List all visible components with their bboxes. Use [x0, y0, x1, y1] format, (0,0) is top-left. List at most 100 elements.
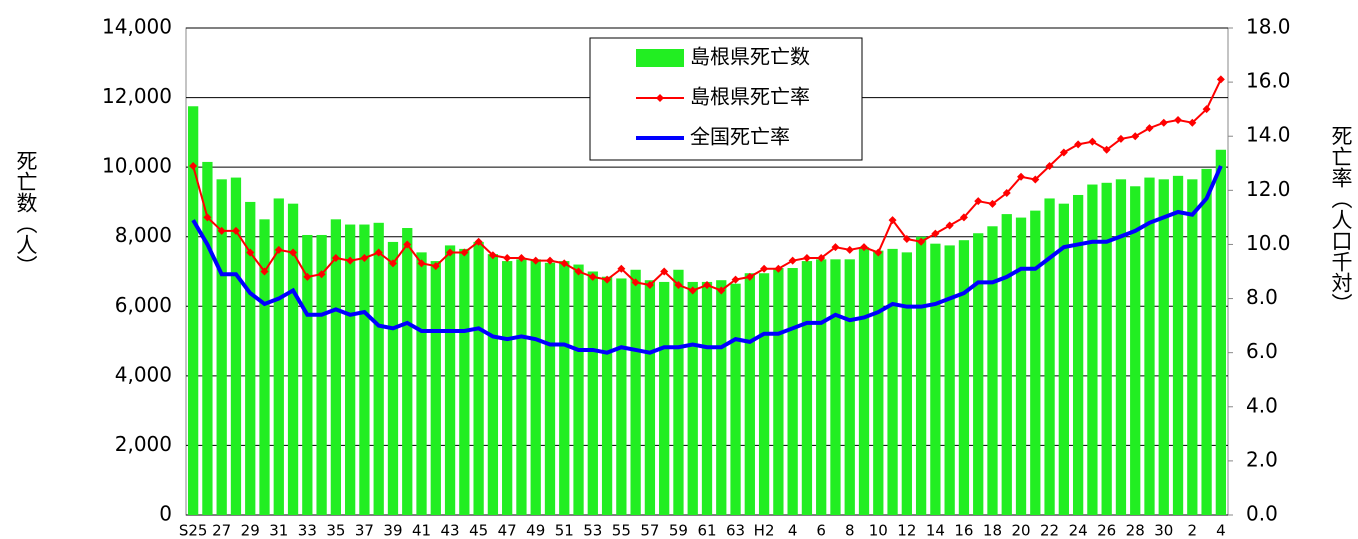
x-tick-label: 33 — [298, 522, 317, 539]
marker — [645, 281, 654, 290]
x-tick-label: 16 — [954, 522, 973, 539]
y2-tick-label: 6.0 — [1246, 339, 1278, 363]
bar — [473, 241, 484, 516]
y-tick-label: 6,000 — [115, 293, 172, 317]
bar — [616, 278, 627, 515]
bar — [587, 271, 598, 515]
marker — [1131, 132, 1140, 141]
marker — [1116, 134, 1125, 143]
marker — [988, 199, 997, 208]
bar — [187, 106, 199, 516]
marker — [460, 248, 469, 257]
bar — [830, 259, 841, 515]
bar — [1072, 194, 1084, 515]
marker — [617, 264, 626, 273]
marker — [1188, 118, 1197, 127]
marker — [1002, 189, 1011, 198]
y2-tick-label: 14.0 — [1246, 123, 1291, 147]
marker — [1145, 124, 1154, 133]
x-tick-label: 14 — [926, 522, 945, 539]
bar — [402, 228, 413, 515]
marker — [488, 251, 497, 260]
y-tick-label: 0 — [159, 502, 172, 526]
bar — [1001, 214, 1012, 515]
y-tick-label: 12,000 — [102, 84, 172, 108]
marker — [660, 267, 669, 276]
bar — [1144, 177, 1155, 516]
y-tick-label: 10,000 — [102, 154, 172, 178]
x-tick-label: 51 — [555, 522, 574, 539]
x-tick-label: 30 — [1154, 522, 1173, 539]
bar — [687, 281, 698, 515]
marker — [260, 267, 269, 276]
y2-tick-label: 4.0 — [1246, 393, 1278, 417]
x-tick-label: 6 — [816, 522, 826, 539]
x-tick-label: 26 — [1097, 522, 1116, 539]
y2-tick-label: 0.0 — [1246, 502, 1278, 526]
bar — [559, 261, 570, 515]
bar — [987, 226, 998, 515]
bar — [1201, 168, 1212, 515]
marker — [588, 272, 597, 281]
marker — [503, 253, 512, 262]
x-tick-label: 2 — [1188, 522, 1198, 539]
x-tick-label: 39 — [383, 522, 402, 539]
legend-marker — [656, 94, 664, 102]
x-tick-label: 41 — [412, 522, 431, 539]
x-tick-label: 47 — [498, 522, 517, 539]
bar — [887, 248, 898, 515]
marker — [1059, 148, 1068, 157]
marker — [446, 248, 455, 257]
legend-swatch — [636, 49, 684, 67]
bar — [273, 198, 284, 515]
marker — [1074, 140, 1083, 149]
marker — [231, 226, 240, 235]
bar — [345, 224, 356, 515]
x-tick-label: S25 — [179, 522, 208, 539]
marker — [217, 226, 226, 235]
marker — [374, 248, 383, 257]
marker — [388, 259, 397, 268]
bar — [444, 245, 456, 516]
bar — [858, 247, 870, 515]
marker — [431, 262, 440, 271]
bar — [1172, 175, 1184, 515]
legend-label: 島根県死亡率 — [690, 85, 810, 109]
bar — [544, 262, 556, 515]
bar — [573, 264, 584, 515]
bar — [630, 269, 641, 515]
bar — [359, 224, 370, 515]
marker — [274, 245, 283, 254]
bar — [216, 179, 227, 515]
x-tick-label: 28 — [1126, 522, 1145, 539]
bar — [459, 248, 470, 515]
marker — [631, 278, 640, 287]
bar — [516, 259, 527, 515]
bar — [1087, 184, 1098, 516]
bar — [259, 219, 270, 516]
bar — [973, 233, 984, 515]
marker — [1045, 161, 1054, 170]
marker — [189, 161, 198, 170]
x-tick-label: 18 — [983, 522, 1002, 539]
marker — [802, 253, 811, 262]
bar — [373, 222, 384, 516]
marker — [346, 256, 355, 265]
marker — [545, 256, 554, 265]
y2-tick-label: 2.0 — [1246, 447, 1278, 471]
x-tick-label: 4 — [1216, 522, 1226, 539]
bar — [716, 280, 727, 515]
bar — [1187, 179, 1198, 515]
y-tick-label: 8,000 — [115, 223, 172, 247]
marker — [860, 243, 869, 252]
bar — [387, 241, 399, 516]
marker — [1088, 137, 1097, 146]
marker — [1102, 145, 1111, 154]
x-tick-label: 45 — [469, 522, 488, 539]
marker — [531, 256, 540, 265]
marker — [888, 216, 897, 225]
bar — [701, 281, 713, 515]
x-tick-label: 8 — [845, 522, 855, 539]
bar — [915, 236, 927, 515]
bar — [1030, 210, 1041, 515]
